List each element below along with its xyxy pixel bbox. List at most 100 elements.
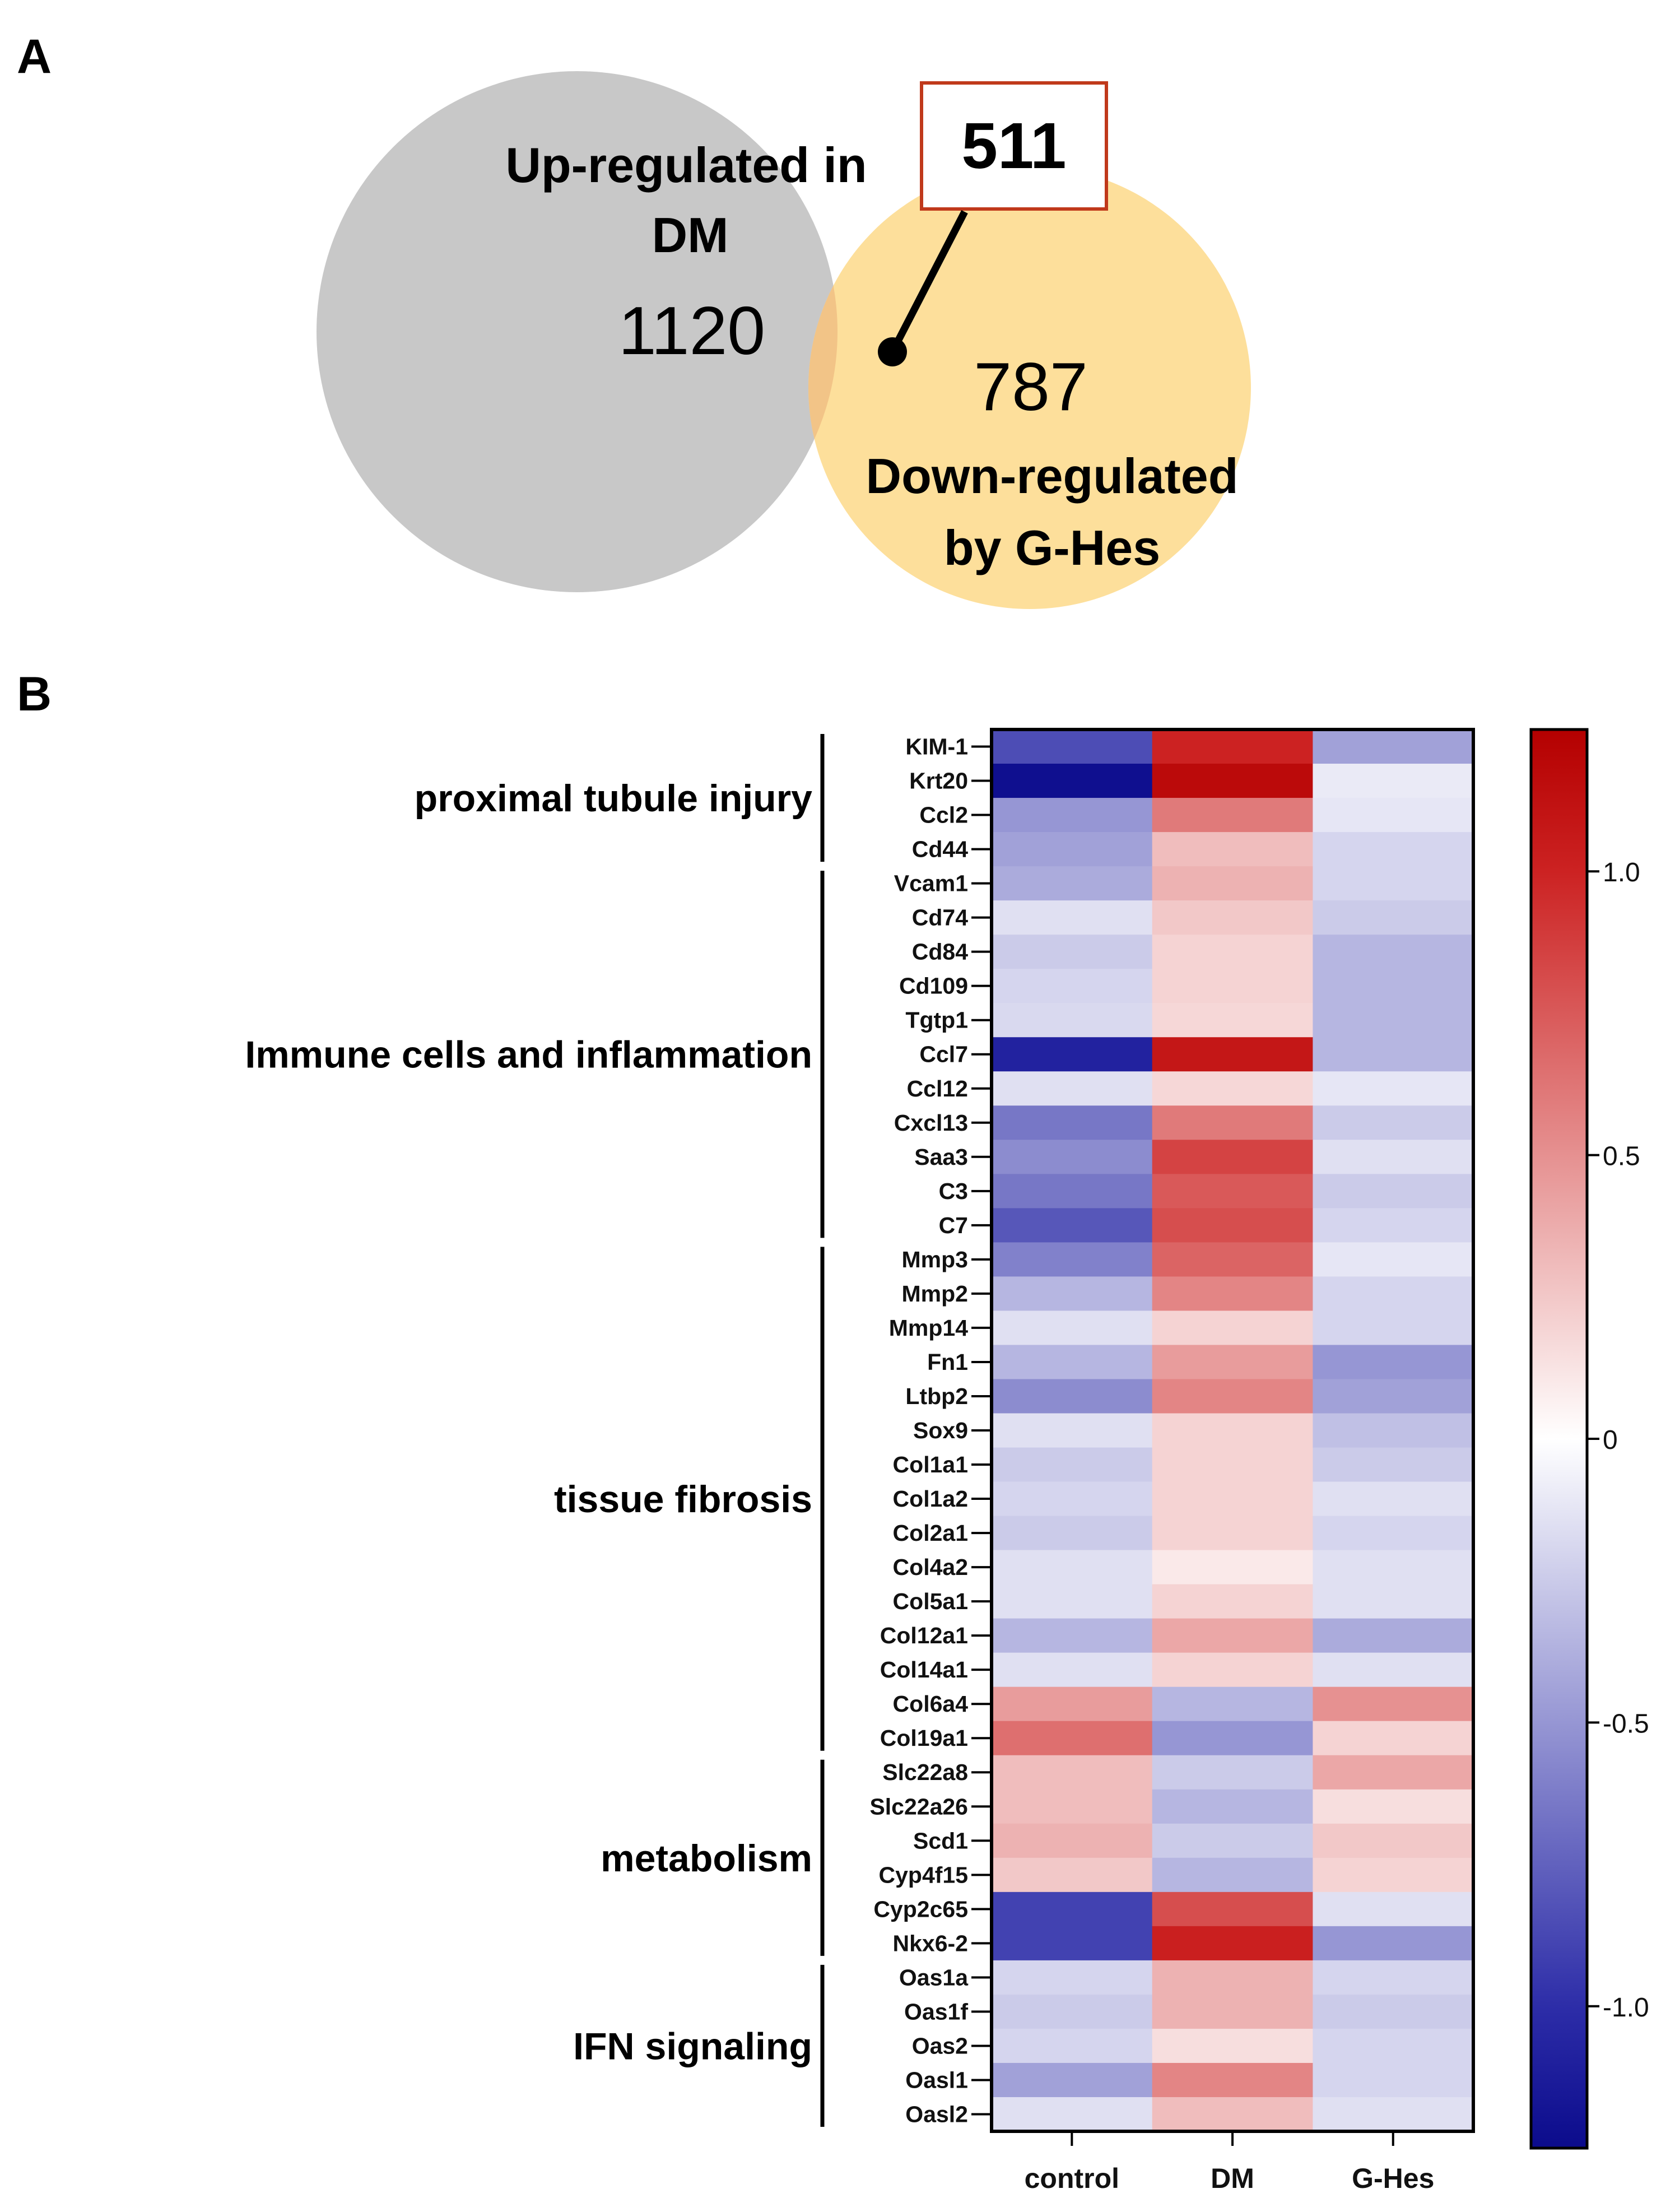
heatmap-cell-cd84-dm <box>1152 935 1313 969</box>
heatmap-cell-col2a1-g-hes <box>1313 1516 1474 1551</box>
heatmap-cell-ccl2-dm <box>1152 798 1313 833</box>
heatmap-cell-sox9-dm <box>1152 1413 1313 1448</box>
heatmap-cell-cd44-dm <box>1152 832 1313 867</box>
column-label-g-hes: G-Hes <box>1352 2163 1434 2194</box>
colorbar <box>1529 728 1589 2150</box>
heatmap-cell-krt20-control <box>992 764 1153 798</box>
heatmap-cell-col6a4-control <box>992 1686 1153 1722</box>
gene-label-col1a2: Col1a2 <box>893 1486 968 1512</box>
heatmap-cell-saa3-g-hes <box>1313 1140 1474 1174</box>
heatmap-cell-ccl2-g-hes <box>1313 798 1474 833</box>
heatmap-cell-col19a1-control <box>992 1721 1153 1756</box>
gene-label-cd84: Cd84 <box>912 939 968 965</box>
heatmap-cell-scd1-g-hes <box>1313 1823 1474 1858</box>
heatmap-cell-cyp2c65-g-hes <box>1313 1892 1474 1927</box>
heatmap-cell-c3-dm <box>1152 1174 1313 1209</box>
heatmap-cell-c3-control <box>992 1174 1153 1209</box>
gene-label-fn1: Fn1 <box>927 1349 968 1375</box>
gene-label-col12a1: Col12a1 <box>880 1623 968 1648</box>
gene-label-col19a1: Col19a1 <box>880 1725 968 1751</box>
heatmap-cell-ccl12-control <box>992 1071 1153 1106</box>
heatmap-cell-ccl7-control <box>992 1037 1153 1072</box>
heatmap-cell-fn1-control <box>992 1345 1153 1380</box>
heatmap-cell-saa3-control <box>992 1140 1153 1174</box>
column-label-dm: DM <box>1211 2163 1254 2194</box>
colorbar-tick-label: -0.5 <box>1603 1709 1649 1739</box>
gene-label-col6a4: Col6a4 <box>893 1691 969 1717</box>
venn-overlap-count-box <box>920 81 1108 211</box>
venn-pointer-dot <box>878 337 907 366</box>
heatmap-cell-col1a1-g-hes <box>1313 1447 1474 1483</box>
heatmap-cell-saa3-dm <box>1152 1140 1313 1174</box>
heatmap-cell-col1a2-control <box>992 1481 1153 1517</box>
heatmap-cell-cyp2c65-dm <box>1152 1892 1313 1927</box>
heatmap-cell-vcam1-g-hes <box>1313 866 1474 901</box>
venn-left-label-line-2: DM <box>652 207 729 263</box>
colorbar-tick-label: -1.0 <box>1603 1993 1649 2023</box>
heatmap-cell-slc22a8-g-hes <box>1313 1755 1474 1790</box>
heatmap-cell-scd1-dm <box>1152 1823 1313 1858</box>
heatmap-cell-mmp3-dm <box>1152 1242 1313 1277</box>
gene-label-mmp2: Mmp2 <box>902 1281 968 1307</box>
gene-label-oasl1: Oasl1 <box>905 2067 968 2093</box>
heatmap-cell-fn1-g-hes <box>1313 1345 1474 1380</box>
colorbar-tick-label: 0 <box>1603 1425 1618 1455</box>
heatmap-cell-ccl2-control <box>992 798 1153 833</box>
heatmap-cell-col4a2-control <box>992 1550 1153 1585</box>
heatmap-cell-oas1f-g-hes <box>1313 1994 1474 2029</box>
heatmap-cell-oasl2-dm <box>1152 2097 1313 2132</box>
heatmap-cell-oas1a-g-hes <box>1313 1960 1474 1995</box>
heatmap-cell-slc22a8-control <box>992 1755 1153 1790</box>
heatmap-cell-oas2-g-hes <box>1313 2028 1474 2064</box>
heatmap-cell-krt20-dm <box>1152 764 1313 798</box>
heatmap-cell-ltbp2-control <box>992 1379 1153 1414</box>
group-label-ifn-signaling: IFN signaling <box>573 2025 812 2067</box>
panel-letter-b: B <box>17 667 52 721</box>
gene-label-scd1: Scd1 <box>913 1828 968 1853</box>
heatmap-cell-col5a1-g-hes <box>1313 1584 1474 1619</box>
heatmap-cell-col6a4-g-hes <box>1313 1686 1474 1722</box>
gene-label-col14a1: Col14a1 <box>880 1657 968 1683</box>
heatmap-cell-cd74-dm <box>1152 900 1313 935</box>
heatmap-cell-col19a1-g-hes <box>1313 1721 1474 1756</box>
heatmap-cell-cd44-control <box>992 832 1153 867</box>
gene-label-cd109: Cd109 <box>899 973 968 999</box>
heatmap-cell-kim-1-g-hes <box>1313 729 1474 764</box>
heatmap-cell-c3-g-hes <box>1313 1174 1474 1209</box>
heatmap-cell-col1a1-control <box>992 1447 1153 1483</box>
heatmap-cell-oas1a-control <box>992 1960 1153 1995</box>
heatmap-cell-oas2-control <box>992 2028 1153 2064</box>
heatmap-cell-slc22a26-dm <box>1152 1789 1313 1824</box>
gene-label-kim-1: KIM-1 <box>905 734 968 760</box>
heatmap-cell-col14a1-control <box>992 1652 1153 1688</box>
heatmap-cell-oas1f-control <box>992 1994 1153 2029</box>
group-label-tissue-fibrosis: tissue fibrosis <box>554 1478 812 1521</box>
group-label-proximal-tubule-injury: proximal tubule injury <box>415 777 812 820</box>
heatmap-cell-mmp14-dm <box>1152 1311 1313 1346</box>
heatmap-cell-mmp2-control <box>992 1276 1153 1312</box>
venn-circle-down-regulated-by-g-hes <box>808 166 1251 609</box>
heatmap-cell-cd44-g-hes <box>1313 832 1474 867</box>
heatmap-cell-nkx6-2-g-hes <box>1313 1926 1474 1961</box>
heatmap-cell-mmp14-g-hes <box>1313 1311 1474 1346</box>
venn-left-count: 1120 <box>618 292 765 369</box>
heatmap-cell-c7-dm <box>1152 1208 1313 1243</box>
venn-circle-up-regulated-in-dm <box>317 71 837 592</box>
heatmap-cell-cd74-g-hes <box>1313 900 1474 935</box>
gene-label-saa3: Saa3 <box>914 1144 968 1170</box>
gene-label-cd74: Cd74 <box>912 905 968 931</box>
heatmap-cell-oas2-dm <box>1152 2028 1313 2064</box>
gene-label-col5a1: Col5a1 <box>893 1588 968 1614</box>
venn-left-label-line-1: Up-regulated in <box>505 137 867 193</box>
venn-overlap-count: 511 <box>961 109 1066 182</box>
heatmap-gene-labels: KIM-1 Krt20 Ccl2 Cd44 Vcam1 Cd74 Cd84 Cd109 Tgtp… <box>869 734 992 2127</box>
heatmap-cell-slc22a26-control <box>992 1789 1153 1824</box>
heatmap-cell-krt20-g-hes <box>1313 764 1474 798</box>
gene-label-oasl2: Oasl2 <box>905 2101 968 2127</box>
heatmap-cell-mmp3-g-hes <box>1313 1242 1474 1277</box>
heatmap-cell-col6a4-dm <box>1152 1686 1313 1722</box>
heatmap-cell-vcam1-control <box>992 866 1153 901</box>
heatmap-cell-col4a2-g-hes <box>1313 1550 1474 1585</box>
heatmap-cell-tgtp1-control <box>992 1003 1153 1038</box>
